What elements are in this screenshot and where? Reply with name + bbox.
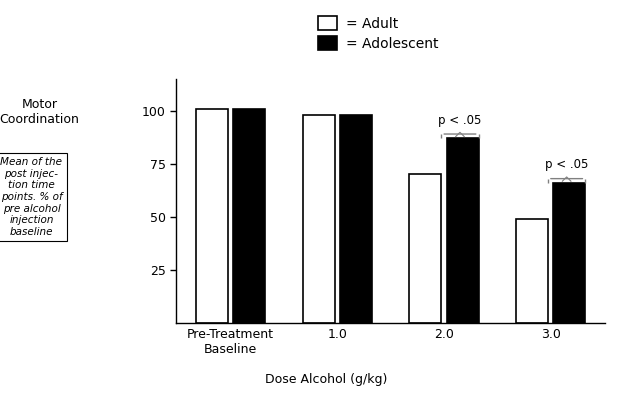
Bar	[302, 115, 335, 323]
Bar	[340, 115, 372, 323]
Bar	[196, 108, 228, 323]
Legend: = Adult, = Adolescent: = Adult, = Adolescent	[312, 11, 444, 56]
Bar	[447, 138, 479, 323]
Text: p < .05: p < .05	[545, 158, 588, 171]
Bar	[553, 183, 585, 323]
Text: Mean of the
post injec-
tion time
points. % of
pre alcohol
injection
baseline: Mean of the post injec- tion time points…	[1, 157, 62, 237]
Text: Motor
Coordination: Motor Coordination	[0, 98, 79, 126]
Text: p < .05: p < .05	[438, 113, 482, 126]
Bar	[516, 219, 548, 323]
Text: Dose Alcohol (g/kg): Dose Alcohol (g/kg)	[265, 373, 387, 386]
Bar	[410, 175, 441, 323]
Bar	[233, 108, 265, 323]
